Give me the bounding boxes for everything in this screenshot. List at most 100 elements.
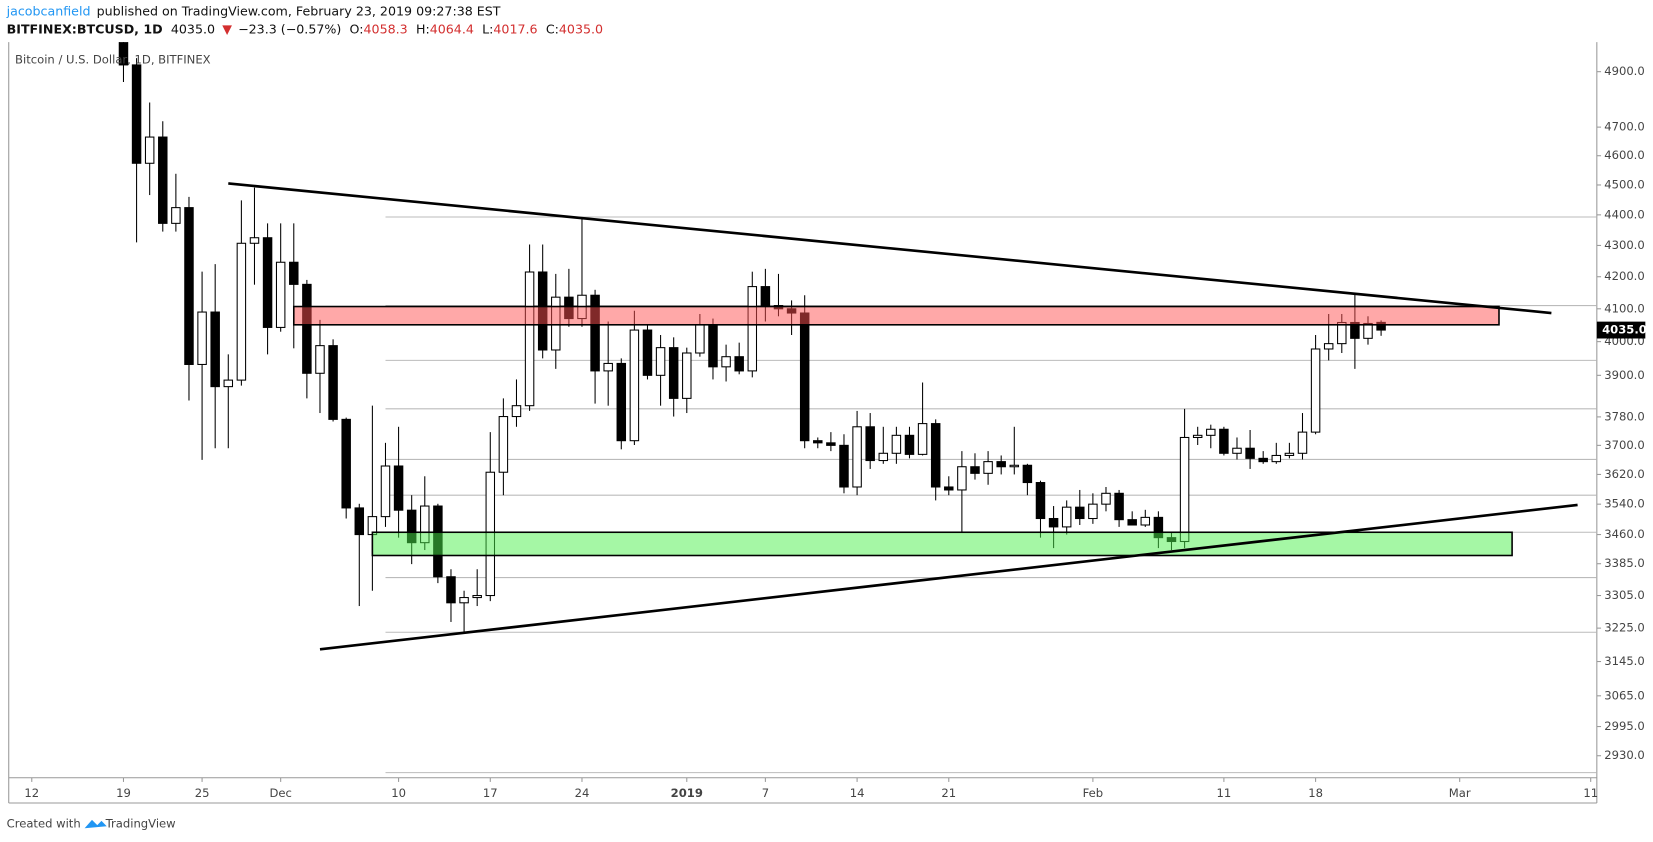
- candle-body: [1219, 428, 1229, 454]
- candle-body: [459, 597, 469, 604]
- y-tick-label: 4400.0: [1604, 207, 1645, 221]
- candle-body: [1088, 503, 1098, 520]
- candle-body: [983, 461, 993, 474]
- x-tick-label: 10: [391, 786, 406, 800]
- candle-body: [1284, 452, 1295, 456]
- candle-body: [1245, 447, 1255, 459]
- candle-body: [249, 237, 260, 244]
- candle-body: [590, 294, 600, 372]
- brand[interactable]: TradingView: [105, 817, 176, 831]
- candle-body: [944, 486, 954, 491]
- candle-body: [642, 329, 653, 376]
- candle-body: [210, 311, 220, 388]
- candle-body: [1101, 492, 1111, 505]
- ohlc-value: 4017.6: [493, 21, 537, 36]
- candle-body: [839, 444, 849, 488]
- candle-body: [1337, 321, 1347, 345]
- x-tick-label: Mar: [1449, 786, 1471, 800]
- ohlc-key: L:: [482, 21, 493, 36]
- candle-body: [380, 465, 391, 518]
- candle-body: [1206, 428, 1216, 436]
- symbol: BITFINEX:BTCUSD, 1D: [7, 21, 163, 36]
- change: −23.3 (−0.57%): [238, 21, 341, 36]
- x-tick-label: 19: [116, 786, 131, 800]
- symbol-line: BITFINEX:BTCUSD, 1D 4035.0 ▼ −23.3 (−0.5…: [7, 21, 603, 36]
- x-tick-label: 14: [850, 786, 865, 800]
- candle-body: [1271, 454, 1282, 463]
- trendline: [319, 503, 1578, 651]
- x-tick-label: 7: [762, 786, 769, 800]
- candle-body: [1232, 447, 1242, 454]
- ohlc-value: 4035.0: [559, 21, 603, 36]
- candle-body: [158, 136, 168, 224]
- candle-body: [603, 362, 613, 372]
- candle-body: [655, 347, 666, 376]
- y-tick-label: 4300.0: [1604, 238, 1645, 252]
- candle-body: [668, 347, 679, 399]
- last-price-label: 4035.0: [1602, 323, 1647, 337]
- ohlc-key: C:: [546, 21, 559, 36]
- candle-body: [171, 207, 181, 224]
- candle-body: [852, 426, 862, 488]
- zone: [371, 531, 1513, 557]
- candle-body: [734, 356, 744, 372]
- y-tick-label: 3225.0: [1604, 621, 1645, 635]
- ohlc-key: O:: [350, 21, 364, 36]
- candle-body: [878, 452, 889, 462]
- candle-body: [760, 286, 771, 307]
- y-tick-label: 3540.0: [1604, 497, 1645, 511]
- candle-body: [1363, 322, 1373, 339]
- candle-body: [970, 466, 980, 474]
- x-tick-label: 21: [941, 786, 956, 800]
- candle-body: [1114, 492, 1124, 521]
- candle-body: [957, 466, 967, 491]
- candle-body: [223, 379, 234, 388]
- y-tick-label: 3460.0: [1604, 527, 1645, 541]
- candle-body: [328, 345, 338, 420]
- published: published on TradingView.com, February 2…: [97, 3, 501, 18]
- ohlc-value: 4064.4: [430, 21, 474, 36]
- x-tick-label: 25: [195, 786, 210, 800]
- y-tick-label: 2930.0: [1604, 748, 1645, 762]
- last-price-badge: [1596, 321, 1646, 339]
- candle-body: [446, 576, 456, 604]
- y-tick-label: 3145.0: [1604, 654, 1645, 668]
- candle-body: [1127, 519, 1137, 526]
- x-tick-label: 12: [24, 786, 39, 800]
- candle-body: [996, 461, 1006, 468]
- y-tick-label: 2995.0: [1604, 719, 1645, 733]
- candle-body: [1035, 482, 1046, 520]
- y-tick-label: 4900.0: [1604, 64, 1645, 78]
- candle-body: [289, 261, 299, 285]
- candle-body: [1192, 434, 1203, 438]
- candle-body: [472, 595, 482, 599]
- candle-body: [197, 311, 207, 365]
- ohlc-key: H:: [416, 21, 430, 36]
- x-tick-label: Feb: [1083, 786, 1104, 800]
- last-price: 4035.0: [171, 21, 215, 36]
- candle-body: [708, 324, 718, 368]
- y-tick-label: 3305.0: [1604, 588, 1645, 602]
- candle-body: [1075, 506, 1085, 520]
- candle-body: [354, 507, 365, 536]
- y-tick-label: 3620.0: [1604, 467, 1645, 481]
- x-tick-label: 2019: [671, 786, 703, 800]
- y-tick-label: 3065.0: [1604, 688, 1645, 702]
- y-tick-label: 4500.0: [1604, 177, 1645, 191]
- candle-body: [511, 405, 522, 418]
- x-tick-label: 11: [1583, 786, 1598, 800]
- x-tick-label: 18: [1308, 786, 1323, 800]
- candle-body: [131, 64, 142, 164]
- chart-title: Bitcoin / U.S. Dollar, 1D, BITFINEX: [15, 53, 211, 67]
- candle-body: [629, 329, 640, 442]
- candle-body: [1323, 343, 1334, 350]
- candle-body: [917, 423, 928, 455]
- candle-body: [930, 423, 941, 488]
- candle-body: [184, 207, 194, 365]
- author[interactable]: jacobcanfield: [6, 3, 91, 18]
- y-tick-label: 4100.0: [1604, 301, 1645, 315]
- candle-body: [393, 465, 404, 511]
- candle-body: [524, 271, 535, 407]
- candle-body: [315, 345, 325, 374]
- y-tick-label: 3700.0: [1604, 438, 1645, 452]
